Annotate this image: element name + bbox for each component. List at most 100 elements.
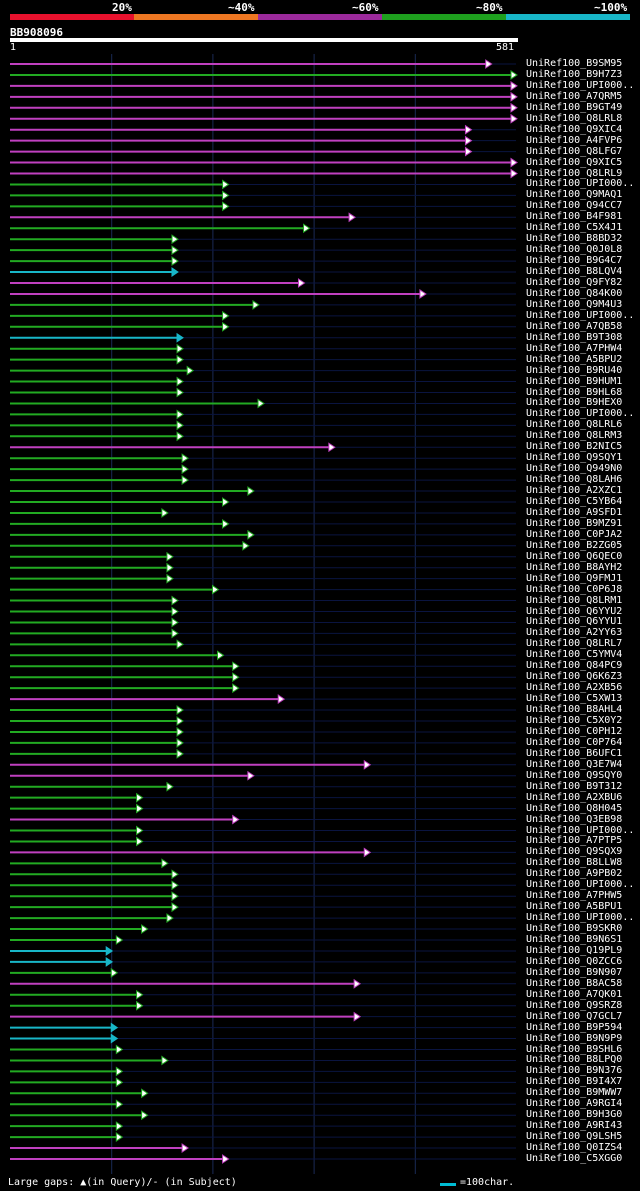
hit-label[interactable]: UniRef100_Q9XIC4 (526, 123, 623, 135)
hit-label[interactable]: UniRef100_UPI000.. (526, 912, 635, 924)
hit-label[interactable]: UniRef100_UPI000.. (526, 309, 635, 321)
hit-label[interactable]: UniRef100_B9SKR0 (526, 923, 623, 935)
hit-label[interactable]: UniRef100_B2ZG05 (526, 539, 623, 551)
hit-label[interactable]: UniRef100_Q6YYU1 (526, 616, 623, 628)
hit-label[interactable]: UniRef100_Q949N0 (526, 463, 623, 475)
hit-label[interactable]: UniRef100_Q8LRL6 (526, 419, 623, 431)
hit-label[interactable]: UniRef100_B2NIC5 (526, 441, 623, 453)
hit-label[interactable]: UniRef100_Q8LAH6 (526, 474, 623, 486)
hit-label[interactable]: UniRef100_A7PTP5 (526, 835, 623, 847)
hit-label[interactable]: UniRef100_A7QB58 (526, 320, 623, 332)
hit-label[interactable]: UniRef100_B9N9P9 (526, 1032, 623, 1044)
hit-label[interactable]: UniRef100_B9SM95 (526, 58, 623, 69)
hit-label[interactable]: UniRef100_A9SFD1 (526, 506, 623, 518)
hit-label[interactable]: UniRef100_C5XW13 (526, 693, 623, 705)
hit-label[interactable]: UniRef100_C0P6J8 (526, 583, 623, 595)
hit-label[interactable]: UniRef100_B8LPQ0 (526, 1054, 623, 1066)
hit-label[interactable]: UniRef100_B4F981 (526, 211, 623, 223)
hit-label[interactable]: UniRef100_Q19PL9 (526, 944, 623, 956)
hit-label[interactable]: UniRef100_A9RI43 (526, 1120, 623, 1132)
hit-label[interactable]: UniRef100_Q9FY82 (526, 277, 623, 288)
hit-label[interactable]: UniRef100_A7PHW4 (526, 342, 623, 354)
hit-label[interactable]: UniRef100_A9PB02 (526, 868, 623, 880)
hit-label[interactable]: UniRef100_A2XB56 (526, 682, 623, 694)
hit-label[interactable]: UniRef100_UPI000.. (526, 178, 635, 190)
hit-label[interactable]: UniRef100_Q9SQY0 (526, 769, 623, 781)
hit-label[interactable]: UniRef100_Q6YYU2 (526, 605, 623, 617)
hit-label[interactable]: UniRef100_B9H3G0 (526, 1109, 623, 1121)
hit-label[interactable]: UniRef100_B9GT49 (526, 101, 623, 113)
hit-label[interactable]: UniRef100_A4FVP6 (526, 134, 623, 146)
hit-label[interactable]: UniRef100_Q8H045 (526, 802, 623, 814)
hit-label[interactable]: UniRef100_B8LLW8 (526, 857, 623, 869)
hit-label[interactable]: UniRef100_B9HL68 (526, 386, 623, 398)
hit-label[interactable]: UniRef100_A7QK01 (526, 988, 623, 1000)
hit-label[interactable]: UniRef100_A5BPU2 (526, 353, 623, 365)
hit-label[interactable]: UniRef100_Q94CC7 (526, 200, 623, 212)
hit-label[interactable]: UniRef100_C0PJA2 (526, 528, 623, 540)
hit-label[interactable]: UniRef100_Q9MAQ1 (526, 189, 623, 201)
hit-label[interactable]: UniRef100_Q9FMJ1 (526, 572, 623, 584)
hit-label[interactable]: UniRef100_B8AHL4 (526, 704, 623, 716)
hit-label[interactable]: UniRef100_C5YMV4 (526, 649, 623, 661)
hit-label[interactable]: UniRef100_B8LQV4 (526, 266, 623, 278)
hit-label[interactable]: UniRef100_C5XGG0 (526, 1153, 623, 1164)
hit-label[interactable]: UniRef100_B9MWW7 (526, 1087, 623, 1099)
hit-label[interactable]: UniRef100_Q8LFG7 (526, 145, 623, 157)
hit-label[interactable]: UniRef100_C5YB64 (526, 496, 623, 507)
hit-label[interactable]: UniRef100_Q84PC9 (526, 660, 623, 672)
hit-label[interactable]: UniRef100_UPI000.. (526, 408, 635, 420)
hit-label[interactable]: UniRef100_Q9M4U3 (526, 298, 623, 310)
hit-label[interactable]: UniRef100_Q3E7W4 (526, 758, 623, 770)
hit-label[interactable]: UniRef100_Q9SQX9 (526, 846, 623, 858)
hit-label[interactable]: UniRef100_A9RGI4 (526, 1098, 623, 1110)
hit-label[interactable]: UniRef100_A2YY63 (526, 627, 623, 639)
hit-label[interactable]: UniRef100_A7PHW5 (526, 890, 623, 902)
hit-label[interactable]: UniRef100_A2XZC1 (526, 485, 623, 497)
hit-label[interactable]: UniRef100_UPI000.. (526, 824, 635, 836)
hit-label[interactable]: UniRef100_Q8LRM3 (526, 430, 623, 442)
hit-label[interactable]: UniRef100_Q9SQY1 (526, 452, 623, 464)
hit-label[interactable]: UniRef100_B9H7Z3 (526, 68, 623, 80)
hit-label[interactable]: UniRef100_B9G4C7 (526, 255, 623, 267)
hit-label[interactable]: UniRef100_C5X4J1 (526, 222, 623, 234)
hit-label[interactable]: UniRef100_Q8LRL9 (526, 167, 623, 179)
hit-label[interactable]: UniRef100_Q9SRZ8 (526, 999, 623, 1011)
hit-label[interactable]: UniRef100_A7QRM5 (526, 90, 623, 102)
hit-label[interactable]: UniRef100_A2XBU6 (526, 791, 623, 803)
hit-label[interactable]: UniRef100_Q8LRL7 (526, 638, 623, 650)
hit-label[interactable]: UniRef100_C0P764 (526, 736, 623, 748)
hit-label[interactable]: UniRef100_B9N6S1 (526, 934, 623, 945)
hit-label[interactable]: UniRef100_Q8LRM1 (526, 594, 623, 606)
hit-label[interactable]: UniRef100_B9HEX0 (526, 397, 623, 409)
hit-label[interactable]: UniRef100_B9MZ91 (526, 517, 623, 529)
hit-label[interactable]: UniRef100_B9I4X7 (526, 1076, 623, 1088)
hit-label[interactable]: UniRef100_Q3EB98 (526, 813, 623, 825)
hit-label[interactable]: UniRef100_C5X0Y2 (526, 715, 623, 726)
hit-label[interactable]: UniRef100_Q0IZS4 (526, 1142, 623, 1154)
hit-label[interactable]: UniRef100_B9SHL6 (526, 1043, 623, 1055)
hit-label[interactable]: UniRef100_Q8LRL8 (526, 112, 623, 124)
hit-label[interactable]: UniRef100_Q9XIC5 (526, 156, 623, 168)
hit-label[interactable]: UniRef100_B9T312 (526, 780, 623, 792)
hit-label[interactable]: UniRef100_UPI000.. (526, 879, 635, 891)
hit-label[interactable]: UniRef100_C0PH12 (526, 725, 623, 737)
hit-label[interactable]: UniRef100_Q6QEC0 (526, 550, 623, 562)
hit-label[interactable]: UniRef100_B8AYH2 (526, 561, 623, 573)
hit-label[interactable]: UniRef100_B8BD32 (526, 233, 623, 245)
hit-label[interactable]: UniRef100_Q84K00 (526, 287, 623, 299)
hit-label[interactable]: UniRef100_B8AC58 (526, 977, 623, 989)
hit-label[interactable]: UniRef100_Q0J0L8 (526, 244, 623, 256)
hit-label[interactable]: UniRef100_Q6K6Z3 (526, 671, 623, 683)
hit-label[interactable]: UniRef100_B6UFC1 (526, 747, 623, 759)
hit-label[interactable]: UniRef100_Q7GCL7 (526, 1010, 623, 1022)
hit-label[interactable]: UniRef100_UPI000.. (526, 79, 635, 91)
hit-label[interactable]: UniRef100_Q0ZCC6 (526, 955, 623, 967)
hit-label[interactable]: UniRef100_A5BPU1 (526, 901, 623, 913)
hit-label[interactable]: UniRef100_B9P594 (526, 1021, 623, 1033)
hit-label[interactable]: UniRef100_Q9LSH5 (526, 1131, 623, 1143)
hit-label[interactable]: UniRef100_B9HUM1 (526, 375, 623, 387)
hit-label[interactable]: UniRef100_B9N376 (526, 1065, 623, 1077)
hit-label[interactable]: UniRef100_B9RU40 (526, 364, 623, 376)
hit-label[interactable]: UniRef100_B9N907 (526, 966, 623, 978)
